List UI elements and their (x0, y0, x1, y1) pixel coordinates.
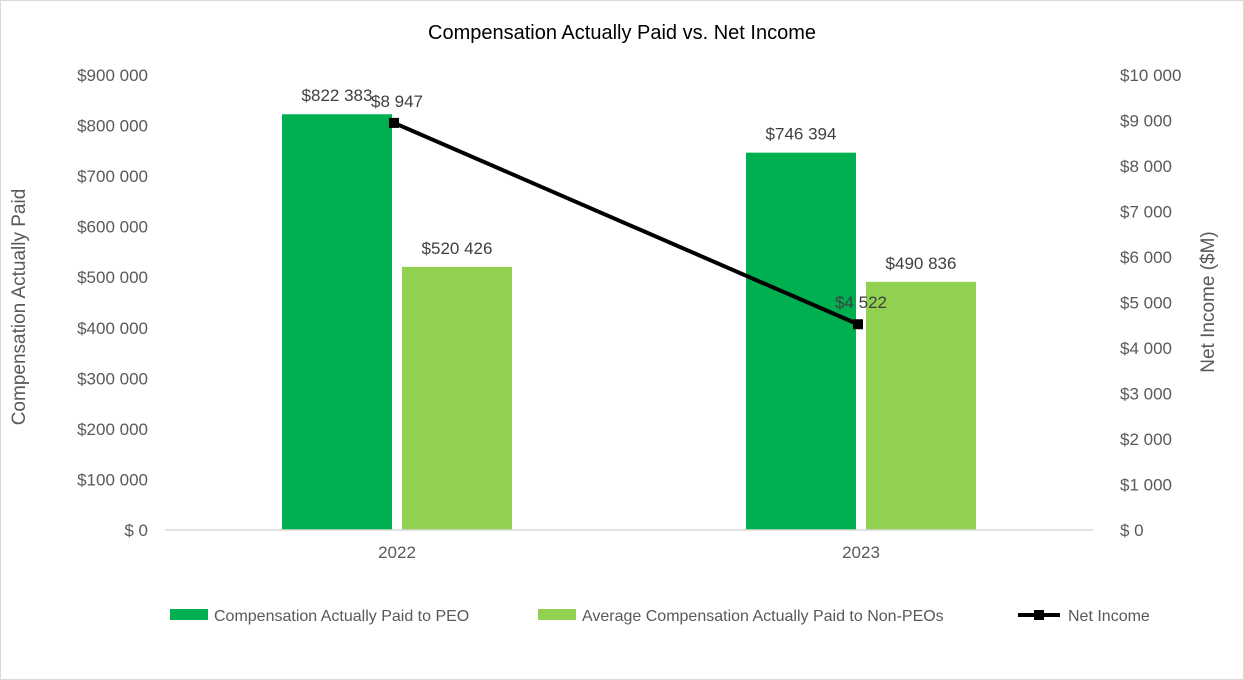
y-axis-right-tick-label: $ 0 (1120, 521, 1144, 540)
y-axis-left-tick-label: $100 000 (77, 470, 148, 489)
y-axis-right-tick-label: $3 000 (1120, 385, 1172, 404)
line-data-label: $4 522 (835, 293, 887, 312)
y-axis-right-tick-label: $1 000 (1120, 476, 1172, 495)
x-axis-tick-label: 2023 (842, 543, 880, 562)
y-axis-left-tick-label: $ 0 (124, 521, 148, 540)
y-axis-right-tick-label: $6 000 (1120, 248, 1172, 267)
x-axis-tick-label: 2022 (378, 543, 416, 562)
y-axis-left-tick-label: $700 000 (77, 167, 148, 186)
line-data-label: $8 947 (371, 92, 423, 111)
bar-data-label: $822 383 (302, 86, 373, 105)
data-labels: $822 383 $746 394 $520 426 $490 836 $8 947 $4… (302, 86, 957, 312)
y-axis-right-tick-label: $5 000 (1120, 294, 1172, 313)
y-axis-left-tick-label: $400 000 (77, 319, 148, 338)
y-axis-right-tick-label: $7 000 (1120, 203, 1172, 222)
legend: Compensation Actually Paid to PEO Average… (170, 608, 1150, 625)
y-axis-left-tick-label: $500 000 (77, 268, 148, 287)
net-income-marker-2023 (853, 319, 863, 330)
y-axis-left-tick-label: $200 000 (77, 420, 148, 439)
legend-label: Compensation Actually Paid to PEO (214, 608, 469, 625)
y-axis-left-title: Compensation Actually Paid (9, 189, 30, 426)
y-axis-right-title: Net Income ($M) (1198, 231, 1219, 372)
bar-peo-2023 (746, 152, 856, 530)
y-axis-right-tick-label: $9 000 (1120, 112, 1172, 131)
bar-series (282, 114, 976, 530)
legend-marker-swatch (1034, 610, 1044, 620)
bar-data-label: $490 836 (886, 254, 957, 273)
y-axis-left-tick-label: $600 000 (77, 218, 148, 237)
legend-label: Net Income (1068, 608, 1150, 625)
bar-non-peo-2022 (402, 266, 512, 530)
bar-peo-2022 (282, 114, 392, 530)
y-axis-left-ticks: $ 0 $100 000 $200 000 $300 000 $400 000 $500 … (77, 66, 148, 540)
legend-swatch-0 (170, 609, 208, 620)
y-axis-left-tick-label: $300 000 (77, 369, 148, 388)
y-axis-right-tick-label: $8 000 (1120, 157, 1172, 176)
legend-label: Average Compensation Actually Paid to No… (582, 608, 944, 625)
y-axis-right-tick-label: $2 000 (1120, 430, 1172, 449)
bar-data-label: $520 426 (422, 239, 493, 258)
legend-swatch-1 (538, 609, 576, 620)
y-axis-left-tick-label: $900 000 (77, 66, 148, 85)
net-income-line (393, 121, 859, 327)
y-axis-right-tick-label: $10 000 (1120, 66, 1181, 85)
x-axis-ticks: 2022 2023 (378, 543, 880, 562)
bar-data-label: $746 394 (766, 125, 837, 144)
net-income-marker-2022 (389, 117, 399, 128)
bar-non-peo-2023 (866, 281, 976, 530)
chart-title: Compensation Actually Paid vs. Net Incom… (428, 22, 816, 44)
y-axis-right-tick-label: $4 000 (1120, 339, 1172, 358)
line-series (389, 117, 863, 330)
y-axis-right-ticks: $ 0 $1 000 $2 000 $3 000 $4 000 $5 000 $6 000 $… (1120, 66, 1181, 540)
y-axis-left-tick-label: $800 000 (77, 117, 148, 136)
